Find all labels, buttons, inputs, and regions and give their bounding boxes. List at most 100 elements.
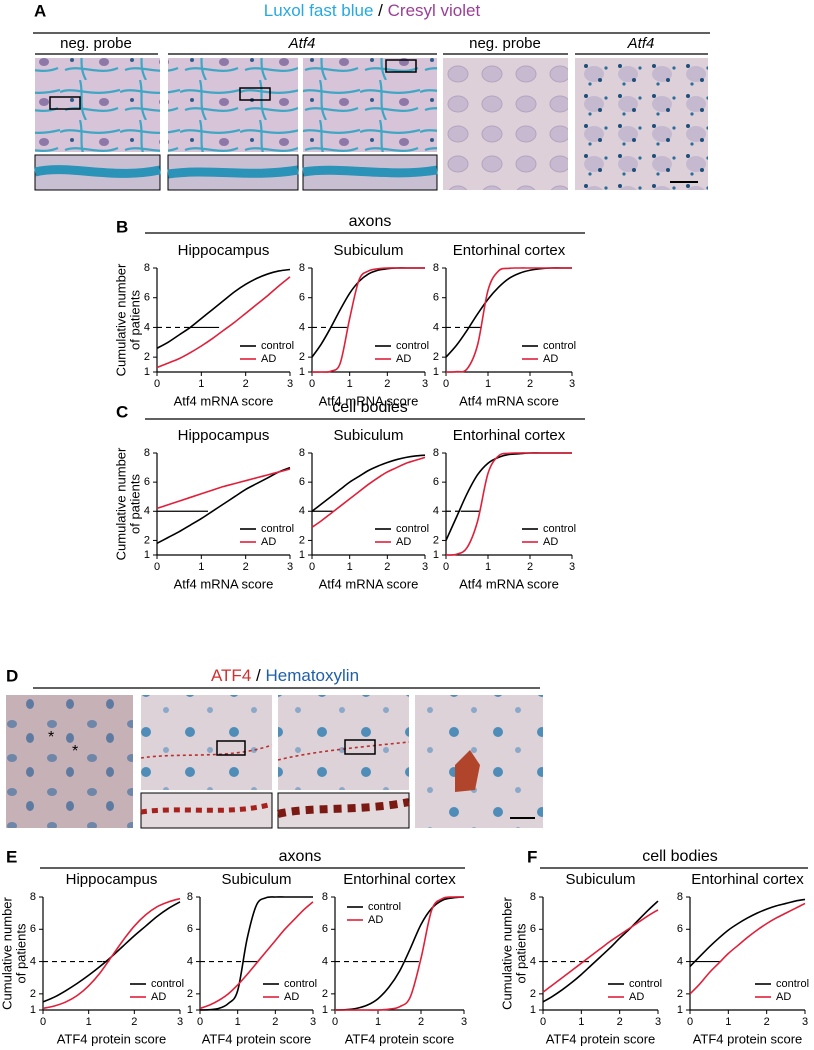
y-tick-label: 8 [433,447,439,459]
annotation: * [72,743,78,760]
stain-name: Cresyl violet [388,1,481,20]
legend-label: AD [776,991,791,1003]
x-axis-label: Atf4 mRNA score [319,576,419,591]
legend-label: control [261,523,294,535]
inset-box [239,87,271,101]
y-tick-label: 8 [433,262,439,274]
legend-label: AD [261,353,276,365]
inset [140,792,273,829]
x-tick-label: 3 [287,561,293,573]
y-tick-label: 2 [677,988,683,1000]
inset-box [344,739,376,755]
series-line [311,267,425,373]
y-tick-label: 4 [187,955,193,967]
y-tick-label: 2 [299,351,305,363]
x-tick-label: 0 [154,561,160,573]
y-axis-label: Cumulative number [0,896,14,1009]
y-tick-label: 2 [433,351,439,363]
y-tick-label: 2 [433,534,439,546]
x-tick-label: 0 [309,561,315,573]
x-tick-label: 1 [485,561,491,573]
group-header: axons [349,213,392,230]
chart-title: Entorhinal cortex [343,871,456,888]
x-tick-label: 3 [287,378,293,390]
y-tick-label: 6 [677,923,683,935]
panel-label: D [6,666,18,685]
series-line [199,896,313,1011]
x-tick-label: 3 [569,378,575,390]
x-tick-label: 1 [198,378,204,390]
y-tick-label: 4 [433,505,439,517]
y-tick-label: 4 [30,955,36,967]
chart-title: Subiculum [333,427,403,444]
subheader: Atf4 [288,35,316,52]
y-tick-label: 2 [144,351,150,363]
x-tick-label: 2 [131,1016,137,1028]
x-tick-label: 0 [332,1016,338,1028]
legend-label: control [368,901,401,913]
y-tick-label: 6 [322,923,328,935]
annotation: * [48,729,54,746]
group-header: cell bodies [332,399,408,416]
y-tick-label: 4 [144,321,150,333]
x-tick-label: 1 [485,378,491,390]
stain-title: ATF4 / Hematoxylin [211,666,359,685]
chart-title: Hippocampus [178,242,270,259]
y-tick-label: 8 [530,891,536,903]
x-tick-label: 2 [243,561,249,573]
legend-label: control [776,978,809,990]
stained-cell [455,750,480,792]
x-tick-label: 2 [243,378,249,390]
x-tick-label: 0 [443,378,449,390]
stain-title: Luxol fast blue / Cresyl violet [264,1,481,20]
chart-title: Entorhinal cortex [453,242,566,259]
y-tick-label: 1 [677,1004,683,1016]
x-tick-label: 1 [198,561,204,573]
inset-box [216,740,246,756]
chart-title: Subiculum [221,871,291,888]
y-tick-label: 1 [433,366,439,378]
x-tick-label: 0 [443,561,449,573]
x-tick-label: 3 [655,1016,661,1028]
micrograph [575,58,708,190]
y-tick-label: 4 [433,321,439,333]
y-tick-label: 4 [299,321,305,333]
y-tick-label: 1 [144,366,150,378]
legend-label: control [543,523,576,535]
micrograph [278,695,409,790]
inset-axon [140,801,273,815]
x-tick-label: 0 [309,378,315,390]
legend-label: AD [396,353,411,365]
y-tick-label: 4 [677,955,683,967]
micrograph [415,695,543,828]
y-tick-label: 6 [433,292,439,304]
y-tick-label: 8 [144,447,150,459]
chart-title: Subiculum [333,242,403,259]
series-line [542,900,659,1003]
y-tick-label: 6 [299,292,305,304]
y-tick-label: 8 [30,891,36,903]
x-tick-label: 1 [375,1016,381,1028]
y-tick-label: 6 [30,923,36,935]
series-line [335,896,465,1011]
micrograph [6,695,133,828]
x-tick-label: 3 [422,561,428,573]
inset-axon [302,165,438,178]
y-tick-label: 8 [144,262,150,274]
y-tick-label: 8 [187,891,193,903]
y-axis-label: of patients [513,923,528,983]
y-tick-label: 1 [30,1004,36,1016]
legend-label: control [543,340,576,352]
stain-separator: / [256,666,261,685]
x-tick-label: 3 [422,378,428,390]
stain-name: Luxol fast blue [264,1,374,20]
x-tick-label: 1 [725,1016,731,1028]
y-tick-label: 2 [322,988,328,1000]
y-tick-label: 4 [530,955,536,967]
micrograph [168,58,298,152]
x-axis-label: ATF4 protein score [202,1031,312,1046]
y-axis-label: Cumulative number [113,263,128,376]
micrograph [303,58,437,152]
series-line [689,902,806,995]
